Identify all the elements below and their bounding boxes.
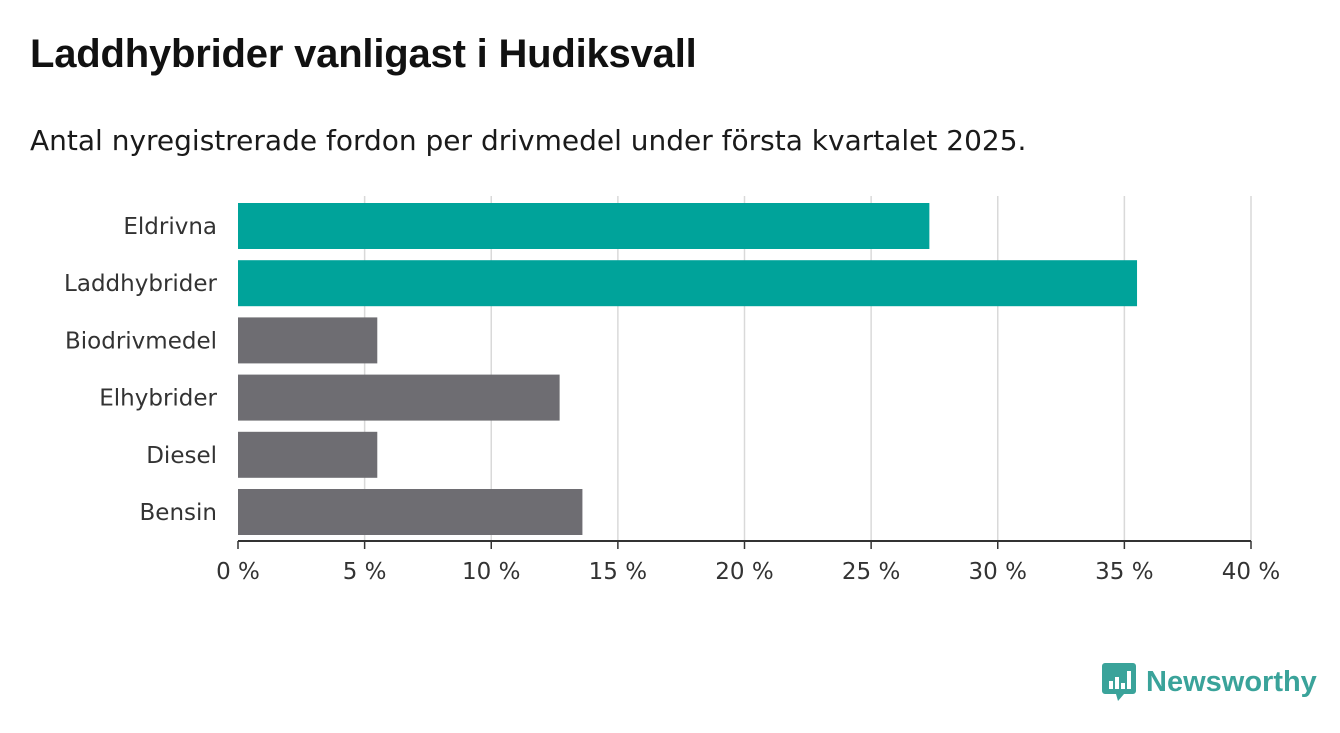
category-label: Eldrivna [123,214,217,240]
x-tick-label: 15 % [589,559,647,585]
category-labels: Eldrivna Laddhybrider Biodrivmedel Elhybrid… [64,214,217,526]
x-tick-label: 30 % [969,559,1027,585]
category-label: Biodrivmedel [65,328,217,354]
category-label: Diesel [146,443,217,469]
x-tick-label: 5 % [343,559,387,585]
bar-diesel [238,431,378,478]
category-label: Elhybrider [99,386,217,412]
category-label: Laddhybrider [64,271,217,297]
chart-subtitle: Antal nyregistrerade fordon per drivmede… [30,124,1027,157]
x-tick-label: 0 % [216,559,260,585]
newsworthy-logo: Newsworthy [1102,661,1317,703]
x-tick-label: 35 % [1095,559,1153,585]
x-tick-label: 20 % [715,559,773,585]
x-tick-label: 10 % [462,559,520,585]
brand-name: Newsworthy [1146,665,1317,698]
bars [238,203,1138,535]
chart-title: Laddhybrider vanligast i Hudiksvall [30,32,697,76]
bar-chart: Eldrivna Laddhybrider Biodrivmedel Elhybrid… [64,196,1280,585]
gridlines [363,196,1252,541]
x-tick-label: 25 % [842,559,900,585]
bar-elhybrider [238,374,560,421]
bar-biodrivmedel [238,317,378,364]
x-axis: 0 % 5 % 10 % 15 % 20 % 25 % 30 % 35 % 40 % [216,540,1280,585]
bar-eldrivna [238,203,930,249]
x-tick-label: 40 % [1222,559,1280,585]
bar-bensin [238,489,583,535]
bar-laddhybrider [238,260,1138,307]
category-label: Bensin [140,500,217,526]
newsworthy-logo-icon [1102,663,1136,701]
